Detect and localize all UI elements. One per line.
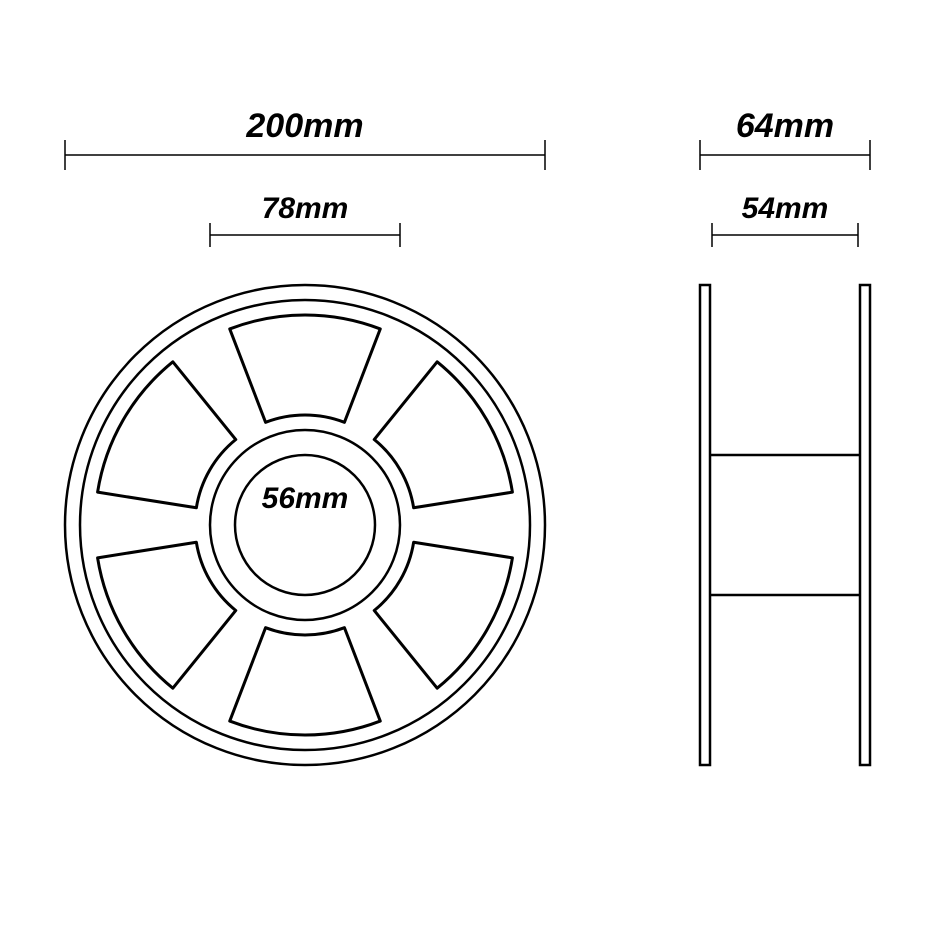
hub-outer-circle	[210, 430, 400, 620]
dim-hub-diameter-label: 78mm	[262, 192, 349, 225]
outer-rim-circle	[65, 285, 545, 765]
dim-bore-label: 56mm	[262, 482, 349, 515]
side-right-flange	[860, 285, 870, 765]
spoke-cutout	[98, 542, 236, 688]
outer-rim-inner-circle	[80, 300, 530, 750]
dim-outer-diameter-label: 200mm	[245, 107, 363, 145]
spoke-cutout	[374, 542, 512, 688]
spoke-cutout	[98, 362, 236, 508]
technical-drawing: 200mm 78mm 64mm 54mm 56mm	[0, 0, 950, 950]
spool-front-view	[65, 285, 545, 765]
hub-bore-circle	[235, 455, 375, 595]
dim-side-inner-label: 54mm	[742, 192, 829, 225]
dimension-annotations: 200mm 78mm 64mm 54mm 56mm	[65, 107, 870, 515]
side-left-flange	[700, 285, 710, 765]
spoke-cutout	[374, 362, 512, 508]
spoke-cutout	[230, 628, 381, 735]
spoke-cutout	[230, 315, 381, 422]
dim-side-outer-label: 64mm	[736, 107, 834, 145]
spool-side-view	[700, 285, 870, 765]
